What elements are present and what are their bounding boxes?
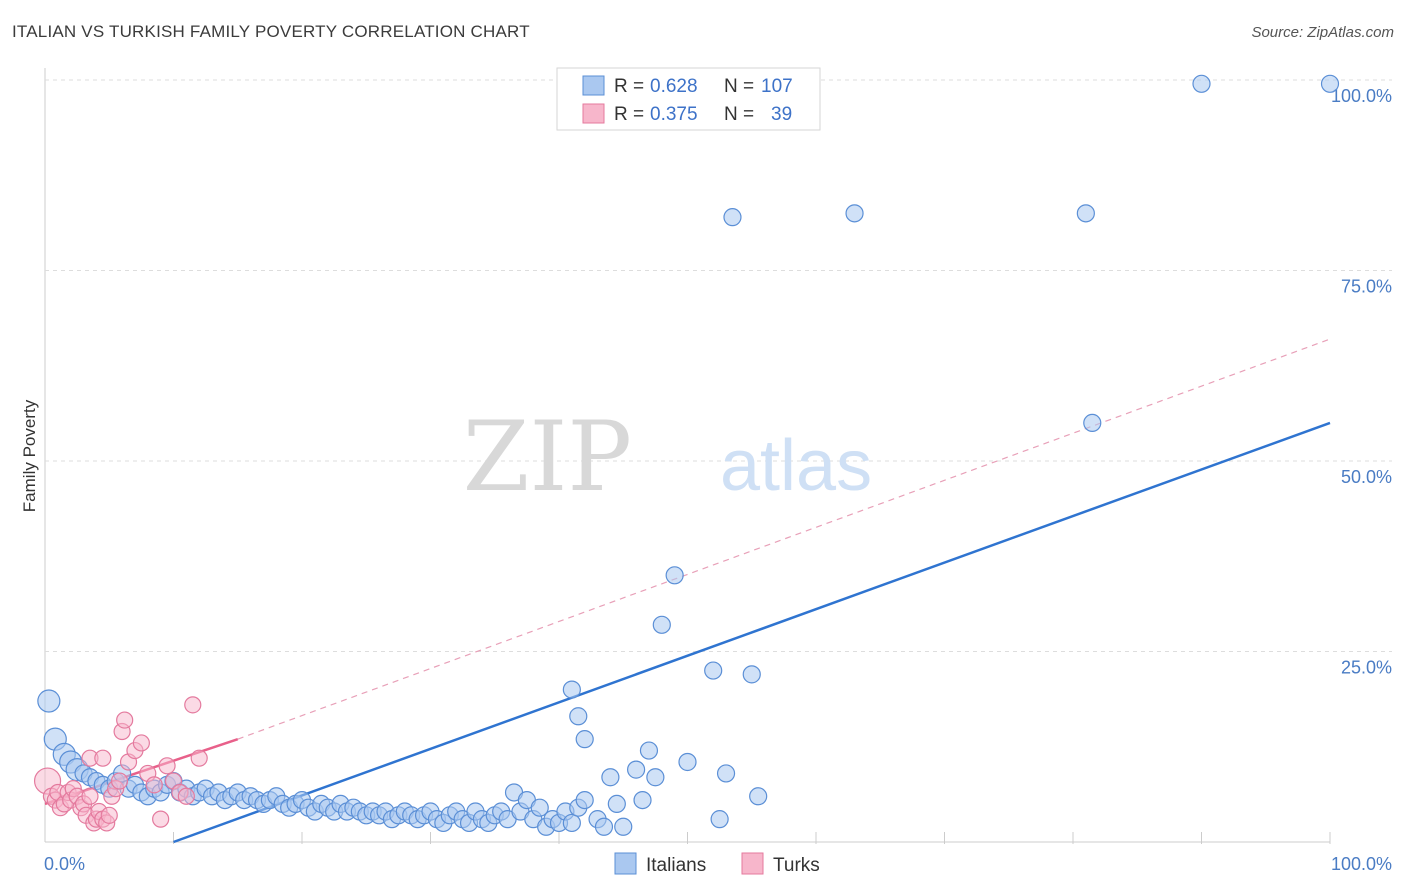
turks-r-value: 0.375 bbox=[650, 104, 698, 125]
turks-r-label: R = bbox=[614, 104, 644, 125]
turks-point bbox=[177, 787, 195, 805]
italians-point bbox=[530, 798, 549, 817]
italians-point bbox=[562, 813, 581, 833]
italians-point bbox=[716, 764, 736, 783]
italians-point bbox=[1083, 413, 1102, 432]
grid bbox=[44, 68, 1392, 844]
x-tick-label: 100.0% bbox=[1331, 854, 1392, 874]
italians-point bbox=[594, 817, 614, 836]
legend-turks-swatch bbox=[741, 852, 764, 875]
series-legend: Italians Turks bbox=[614, 852, 820, 876]
source-label: Source: ZipAtlas.com bbox=[1251, 24, 1394, 41]
italians-point bbox=[562, 680, 581, 699]
turks-point bbox=[100, 806, 118, 824]
italians-point bbox=[646, 768, 665, 787]
italians-point bbox=[614, 817, 633, 836]
italians-n-label: N = bbox=[724, 76, 754, 97]
y-tick-label: 100.0% bbox=[1331, 86, 1392, 106]
turks-point bbox=[190, 749, 208, 767]
italians-point bbox=[1076, 204, 1095, 223]
italians-point bbox=[749, 787, 768, 806]
italians-point bbox=[665, 566, 684, 585]
italians-point bbox=[575, 790, 594, 810]
chart-title: ITALIAN VS TURKISH FAMILY POVERTY CORREL… bbox=[12, 22, 530, 41]
legend-turks-label: Turks bbox=[773, 855, 820, 876]
italians-point bbox=[37, 689, 61, 713]
legend-italians-label: Italians bbox=[646, 855, 706, 876]
italians-point bbox=[1320, 74, 1340, 93]
italians-r-label: R = bbox=[614, 76, 644, 97]
legend-italians-swatch bbox=[614, 852, 637, 875]
turks-point bbox=[81, 787, 99, 805]
turks-point bbox=[110, 772, 129, 790]
italians-point bbox=[607, 794, 626, 814]
italians-point bbox=[601, 768, 620, 787]
italians-point bbox=[710, 810, 729, 829]
italians-point bbox=[1192, 74, 1211, 93]
italians-trend-line bbox=[173, 421, 1331, 844]
data-points bbox=[33, 74, 1340, 836]
y-tick-label: 50.0% bbox=[1341, 467, 1392, 487]
italians-point bbox=[704, 661, 723, 680]
italians-point bbox=[626, 760, 646, 779]
italians-swatch bbox=[582, 75, 605, 96]
watermark-atlas: atlas bbox=[720, 426, 872, 506]
italians-point bbox=[845, 204, 864, 223]
turks-n-label: N = bbox=[724, 104, 754, 125]
turks-point bbox=[152, 810, 170, 828]
italians-point bbox=[723, 208, 742, 227]
stats-legend: R = 0.628 N = 107 R = 0.375 N = 39 bbox=[556, 67, 821, 131]
x-tick-label: 0.0% bbox=[44, 854, 85, 874]
italians-point bbox=[633, 790, 652, 810]
turks-point bbox=[158, 757, 176, 775]
y-tick-label: 25.0% bbox=[1341, 658, 1392, 678]
turks-swatch bbox=[582, 103, 605, 124]
turks-point bbox=[145, 776, 163, 794]
turks-point bbox=[116, 711, 134, 729]
italians-point bbox=[569, 707, 588, 726]
italians-point bbox=[639, 741, 659, 760]
italians-r-value: 0.628 bbox=[650, 76, 698, 97]
italians-point bbox=[678, 752, 697, 772]
italians-point bbox=[652, 615, 671, 634]
italians-n-value: 107 bbox=[761, 76, 793, 97]
y-tick-label: 75.0% bbox=[1341, 277, 1392, 297]
italians-point bbox=[742, 665, 761, 684]
turks-n-value: 39 bbox=[771, 104, 792, 125]
y-axis-label: Family Poverty bbox=[20, 399, 39, 512]
turks-point bbox=[184, 696, 202, 714]
turks-point bbox=[94, 749, 112, 767]
italians-point bbox=[575, 730, 594, 749]
watermark-zip: ZIP bbox=[463, 401, 632, 513]
turks-trend-extension bbox=[237, 338, 1331, 740]
axis-ticks: 25.0% 50.0% 75.0% 100.0% 0.0% 100.0% bbox=[44, 86, 1392, 874]
turks-point bbox=[132, 734, 150, 752]
